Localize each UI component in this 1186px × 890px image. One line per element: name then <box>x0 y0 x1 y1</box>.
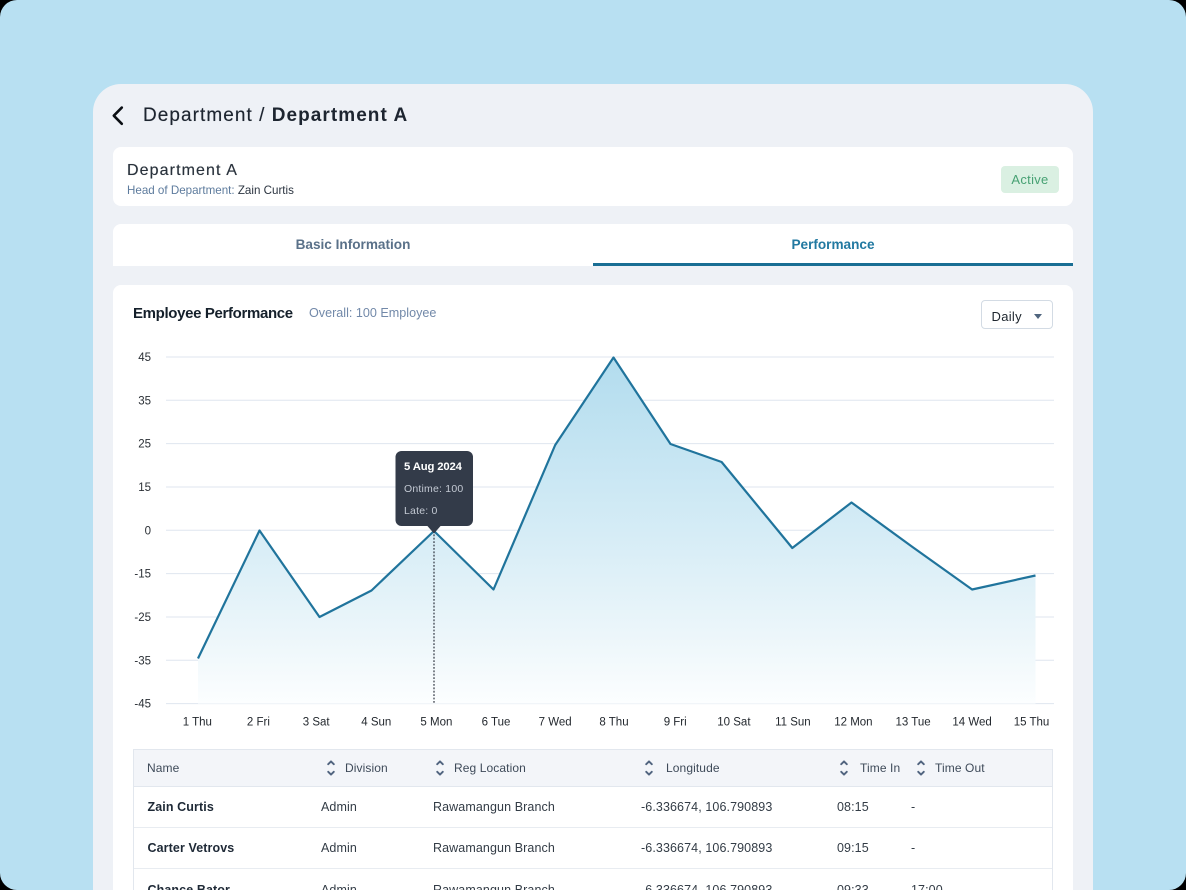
svg-text:-35: -35 <box>134 655 151 667</box>
svg-text:3 Sat: 3 Sat <box>303 717 331 729</box>
svg-text:-15: -15 <box>134 569 151 581</box>
svg-text:35: 35 <box>138 395 151 407</box>
svg-text:Ontime: 100: Ontime: 100 <box>404 483 463 495</box>
svg-text:8 Thu: 8 Thu <box>599 717 628 729</box>
svg-text:4 Sun: 4 Sun <box>361 717 391 729</box>
svg-text:25: 25 <box>138 439 151 451</box>
svg-text:10 Sat: 10 Sat <box>717 717 751 729</box>
svg-text:0: 0 <box>145 525 151 537</box>
svg-text:7 Wed: 7 Wed <box>539 717 572 729</box>
svg-text:-25: -25 <box>134 612 151 624</box>
svg-text:5 Mon: 5 Mon <box>420 717 452 729</box>
svg-text:12 Mon: 12 Mon <box>834 717 872 729</box>
svg-text:15: 15 <box>138 482 151 494</box>
svg-text:11 Sun: 11 Sun <box>775 717 811 729</box>
svg-text:5 Aug 2024: 5 Aug 2024 <box>404 461 463 473</box>
svg-text:14 Wed: 14 Wed <box>952 717 991 729</box>
svg-text:-45: -45 <box>134 699 151 711</box>
svg-text:1 Thu: 1 Thu <box>183 717 212 729</box>
svg-text:6 Tue: 6 Tue <box>482 717 511 729</box>
svg-text:Late: 0: Late: 0 <box>404 505 438 517</box>
svg-text:45: 45 <box>138 352 151 364</box>
svg-text:9 Fri: 9 Fri <box>664 717 687 729</box>
svg-text:13 Tue: 13 Tue <box>896 717 931 729</box>
svg-text:15 Thu: 15 Thu <box>1014 717 1050 729</box>
svg-text:2 Fri: 2 Fri <box>247 717 270 729</box>
